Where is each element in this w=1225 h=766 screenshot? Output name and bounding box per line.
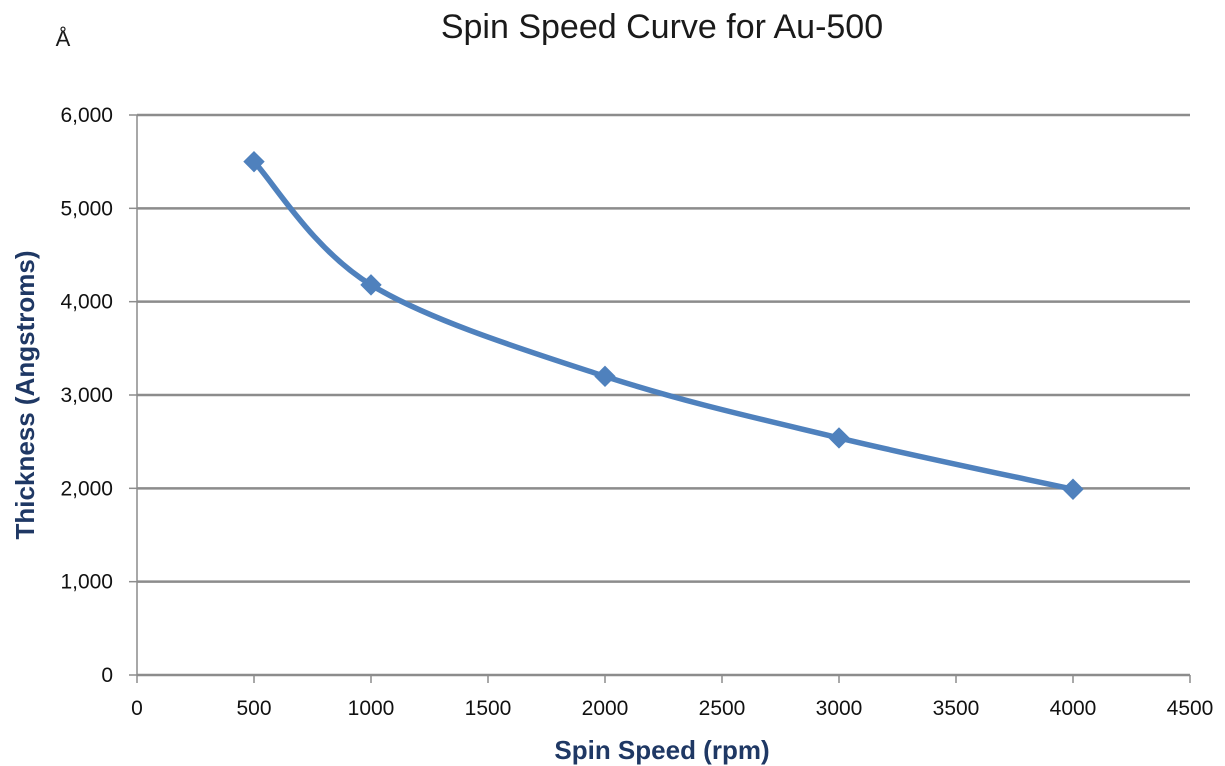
y-tick-label: 0 (101, 664, 113, 687)
data-point (828, 427, 850, 449)
series-thickness (243, 150, 1084, 500)
y-tick-label: 5,000 (60, 197, 113, 220)
y-axis-label: Thickness (Angstroms) (10, 251, 40, 540)
x-tick-label: 3000 (816, 697, 863, 720)
series-line (251, 158, 1076, 493)
x-tick-label: 1500 (465, 697, 512, 720)
data-point (1062, 478, 1084, 500)
x-tick-label: 4500 (1167, 697, 1214, 720)
x-tick-label: 2000 (582, 697, 629, 720)
x-tick-label: 500 (236, 697, 271, 720)
chart-title: Spin Speed Curve for Au-500 (441, 8, 883, 46)
y-tick-label: 2,000 (60, 477, 113, 500)
x-tick-label: 3500 (933, 697, 980, 720)
y-tick-label: 6,000 (60, 104, 113, 127)
axes (129, 114, 1191, 683)
y-tick-label: 4,000 (60, 291, 113, 314)
gridlines (137, 113, 1190, 583)
y-tick-label: 1,000 (60, 571, 113, 594)
x-tick-label: 1000 (348, 697, 395, 720)
unit-symbol: Å (56, 26, 71, 51)
data-point (594, 365, 616, 388)
x-tick-labels: 0 500 1000 1500 2000 2500 3000 3500 4000 4500 (131, 697, 1213, 720)
data-point (243, 150, 265, 173)
y-tick-label: 3,000 (60, 384, 113, 407)
x-axis-label: Spin Speed (rpm) (554, 735, 769, 765)
data-point (360, 274, 382, 296)
y-tick-labels: 0 1,000 2,000 3,000 4,000 5,000 6,000 (60, 104, 113, 687)
x-tick-label: 2500 (699, 697, 746, 720)
x-tick-label: 0 (131, 697, 143, 720)
x-tick-label: 4000 (1050, 697, 1097, 720)
